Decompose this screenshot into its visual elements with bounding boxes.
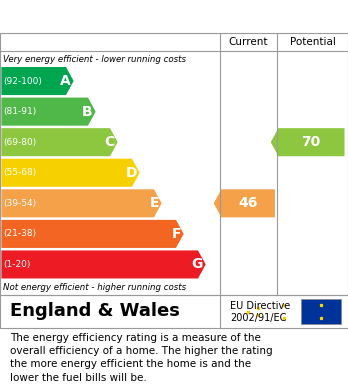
Polygon shape bbox=[1, 128, 118, 156]
Text: (92-100): (92-100) bbox=[3, 77, 42, 86]
Text: E: E bbox=[149, 196, 159, 210]
Text: (69-80): (69-80) bbox=[3, 138, 37, 147]
Text: G: G bbox=[191, 257, 203, 271]
Text: D: D bbox=[125, 166, 137, 180]
Text: F: F bbox=[171, 227, 181, 241]
Text: The energy efficiency rating is a measure of the
overall efficiency of a home. T: The energy efficiency rating is a measur… bbox=[10, 333, 273, 383]
Text: A: A bbox=[60, 74, 71, 88]
Text: (39-54): (39-54) bbox=[3, 199, 37, 208]
Polygon shape bbox=[271, 128, 345, 156]
Text: Very energy efficient - lower running costs: Very energy efficient - lower running co… bbox=[3, 54, 187, 63]
Text: C: C bbox=[105, 135, 115, 149]
Text: B: B bbox=[82, 105, 93, 118]
Polygon shape bbox=[1, 189, 162, 217]
Polygon shape bbox=[214, 189, 275, 217]
Text: 2002/91/EC: 2002/91/EC bbox=[230, 313, 287, 323]
Text: England & Wales: England & Wales bbox=[10, 303, 180, 321]
Polygon shape bbox=[1, 98, 96, 126]
Text: Potential: Potential bbox=[290, 37, 335, 47]
Polygon shape bbox=[1, 250, 206, 278]
Text: 46: 46 bbox=[238, 196, 258, 210]
Text: (81-91): (81-91) bbox=[3, 107, 37, 116]
Text: Energy Efficiency Rating: Energy Efficiency Rating bbox=[10, 7, 239, 25]
Text: (21-38): (21-38) bbox=[3, 230, 37, 239]
Text: (1-20): (1-20) bbox=[3, 260, 31, 269]
Text: EU Directive: EU Directive bbox=[230, 301, 291, 311]
Bar bbox=[301, 299, 341, 325]
Text: 70: 70 bbox=[301, 135, 321, 149]
Polygon shape bbox=[1, 159, 140, 187]
Text: (55-68): (55-68) bbox=[3, 168, 37, 177]
Text: Current: Current bbox=[229, 37, 268, 47]
Text: Not energy efficient - higher running costs: Not energy efficient - higher running co… bbox=[3, 283, 187, 292]
Polygon shape bbox=[1, 67, 74, 95]
Polygon shape bbox=[1, 220, 184, 248]
